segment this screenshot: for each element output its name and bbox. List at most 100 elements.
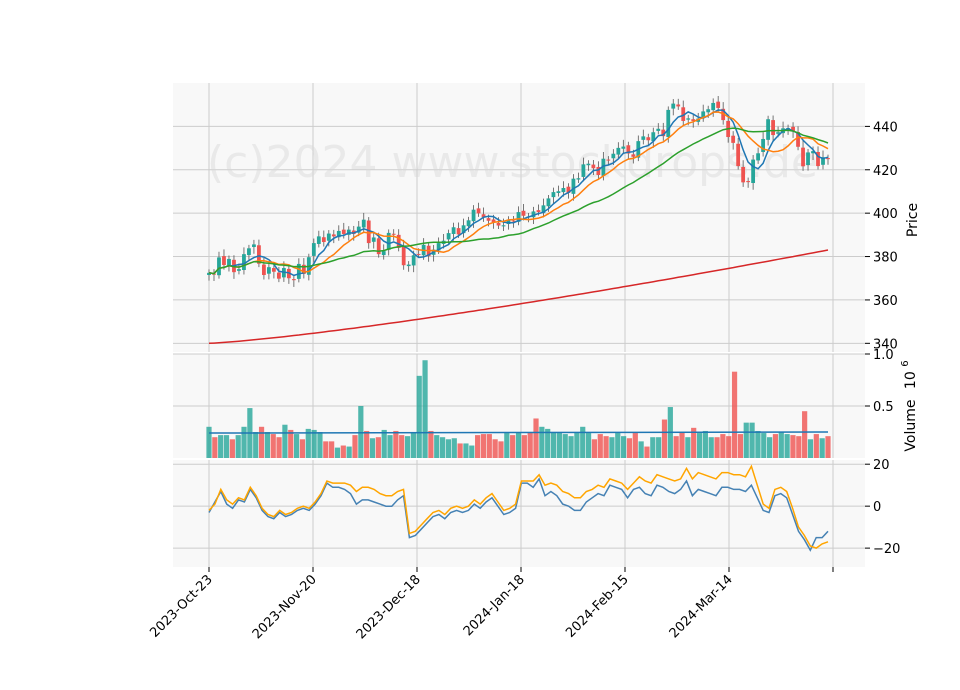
- volume-axis-label-text: Volume: [903, 400, 919, 452]
- candle-body: [566, 186, 571, 193]
- candle-body: [616, 147, 621, 155]
- volume-bar: [288, 429, 294, 458]
- volume-bar: [276, 437, 282, 458]
- candle-body: [501, 225, 506, 227]
- candle-body: [271, 268, 276, 272]
- volume-bar: [445, 439, 452, 458]
- volume-bar: [749, 422, 755, 458]
- volume-bar: [270, 434, 276, 458]
- volume-bar: [609, 437, 615, 458]
- candle-body: [556, 191, 561, 193]
- ma-slow-line: [208, 127, 829, 275]
- oscillator-tick-label: 0: [873, 500, 881, 515]
- candle-body: [451, 227, 456, 234]
- volume-bar: [480, 434, 487, 458]
- volume-bar: [743, 422, 749, 458]
- candle-body: [706, 109, 711, 113]
- volume-bar: [556, 433, 562, 458]
- volume-bar: [364, 430, 370, 458]
- volume-bar: [492, 439, 498, 458]
- volume-bar: [434, 435, 440, 458]
- candle-body: [491, 219, 496, 223]
- volume-bar: [387, 435, 393, 458]
- volume-tick-label: 0.5: [873, 400, 894, 415]
- candle-body: [356, 226, 361, 233]
- x-tick-label: 2024-Mar-14: [667, 572, 736, 641]
- candle-body: [237, 269, 241, 271]
- volume-bar: [761, 433, 767, 458]
- volume-bar: [825, 436, 831, 458]
- price-tick-label: 440: [873, 120, 898, 135]
- volume-bar: [650, 437, 656, 458]
- volume-bar: [621, 436, 627, 458]
- candle-body: [481, 214, 486, 218]
- candle-body: [257, 245, 261, 264]
- volume-bar: [305, 428, 311, 458]
- volume-bar: [796, 436, 802, 458]
- volume-bar: [346, 446, 352, 458]
- price-plot: [207, 96, 830, 345]
- volume-bar: [521, 435, 527, 458]
- candle-body: [207, 272, 211, 275]
- volume-bar: [311, 429, 317, 458]
- volume-bar: [404, 436, 411, 458]
- volume-axis-label-exponent: 6: [900, 360, 911, 366]
- volume-bar: [375, 437, 381, 458]
- volume-bar: [656, 437, 662, 458]
- candle-body: [546, 198, 551, 207]
- candle-body: [671, 103, 676, 109]
- volume-bar: [644, 446, 650, 458]
- ma-mid-line: [208, 111, 829, 275]
- volume-bar: [702, 430, 708, 458]
- volume-bar: [755, 430, 761, 458]
- candle-body: [666, 109, 671, 138]
- candle-body: [371, 237, 376, 242]
- volume-bar: [615, 433, 621, 458]
- candle-body: [316, 236, 321, 244]
- volume-axis-label-base: 10: [903, 371, 919, 389]
- candle-body: [267, 267, 271, 274]
- volume-bar: [813, 434, 819, 458]
- candle-body: [326, 233, 331, 241]
- volume-bar: [393, 430, 399, 458]
- volume-bar: [323, 441, 329, 458]
- volume-bar: [258, 426, 265, 458]
- x-tick-label: 2023-Dec-18: [354, 572, 424, 642]
- volume-plot: [206, 360, 831, 458]
- volume-bar: [486, 434, 492, 458]
- candle-body: [331, 234, 336, 237]
- price-tick-label: 380: [873, 251, 898, 266]
- candle-body: [217, 257, 221, 276]
- candle-body: [506, 219, 511, 225]
- candle-body: [341, 229, 346, 234]
- volume-bar: [585, 433, 592, 458]
- volume-bar: [317, 432, 323, 458]
- candle-body: [601, 158, 606, 176]
- volume-bar: [463, 443, 469, 458]
- volume-bar: [714, 437, 720, 458]
- volume-bar: [264, 432, 270, 458]
- x-tick-label: 2023-Oct-23: [147, 572, 215, 640]
- volume-bar: [568, 436, 574, 458]
- candle-body: [521, 210, 526, 216]
- candle-body: [551, 192, 556, 198]
- volume-bar: [229, 439, 235, 458]
- volume-bar: [212, 437, 218, 458]
- volume-bar: [632, 433, 638, 458]
- candle-body: [736, 143, 741, 167]
- candle-body: [471, 209, 476, 222]
- volume-bar: [790, 435, 796, 458]
- volume-bar: [661, 419, 668, 458]
- x-tick-label: 2024-Feb-15: [563, 572, 632, 641]
- volume-bar: [562, 434, 568, 458]
- candle-body: [606, 159, 611, 161]
- candle-body: [301, 264, 306, 274]
- volume-average-line: [208, 431, 829, 434]
- candle-body: [626, 145, 631, 154]
- candle-body: [796, 132, 800, 147]
- candle-body: [816, 151, 820, 167]
- volume-bar: [638, 441, 644, 458]
- osc-a-line: [208, 477, 829, 552]
- candle-body: [291, 279, 296, 281]
- volume-bar: [282, 424, 288, 458]
